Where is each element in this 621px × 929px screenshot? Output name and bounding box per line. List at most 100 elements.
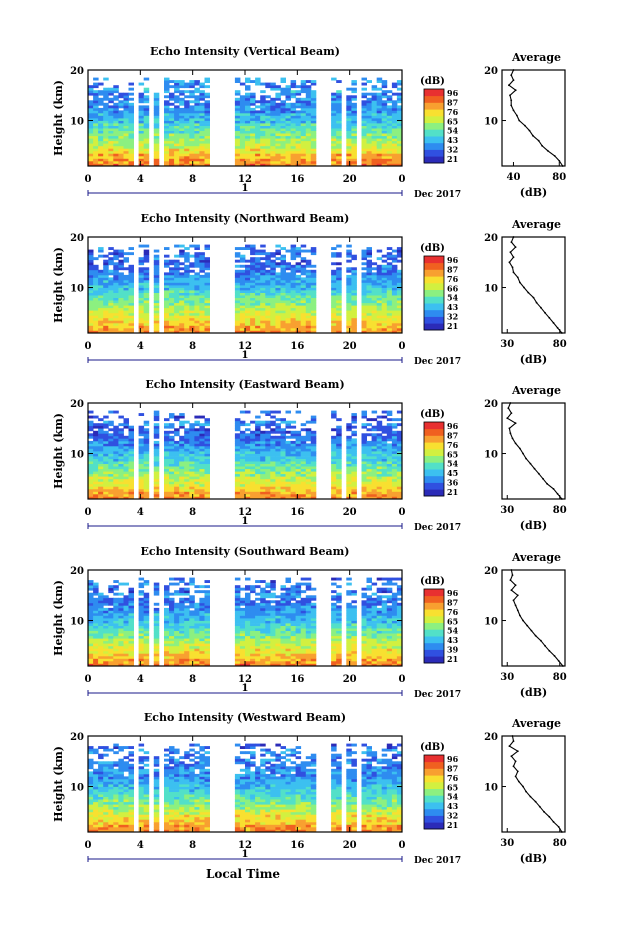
heatmap-cell bbox=[179, 249, 185, 253]
heatmap-cell bbox=[88, 445, 94, 449]
heatmap-cell bbox=[351, 112, 357, 116]
heatmap-cell bbox=[93, 620, 99, 624]
heatmap-cell bbox=[113, 282, 119, 286]
heatmap-cell bbox=[260, 123, 266, 126]
heatmap-cell bbox=[123, 295, 129, 298]
heatmap-cell bbox=[143, 110, 150, 114]
heatmap-cell bbox=[270, 325, 276, 329]
heatmap-cell bbox=[361, 130, 367, 134]
heatmap-cell bbox=[255, 282, 261, 286]
heatmap-cell bbox=[93, 257, 99, 261]
heatmap-cell bbox=[123, 112, 129, 116]
heatmap-cell bbox=[239, 488, 246, 492]
heatmap-cell bbox=[331, 327, 337, 331]
heatmap-cell bbox=[371, 448, 378, 452]
heatmap-cell bbox=[189, 307, 195, 311]
heatmap-cell bbox=[300, 322, 307, 326]
heatmap-cell bbox=[118, 262, 124, 266]
heatmap-cell bbox=[169, 287, 175, 291]
heatmap-cell bbox=[153, 425, 160, 429]
heatmap-cell bbox=[143, 267, 150, 271]
heatmap-cell bbox=[128, 648, 134, 652]
heatmap-cell bbox=[245, 87, 251, 91]
heatmap-cell bbox=[164, 155, 170, 159]
heatmap-cell bbox=[194, 488, 200, 492]
heatmap-cell bbox=[199, 135, 205, 139]
heatmap-cell bbox=[234, 125, 241, 129]
heatmap-cell bbox=[290, 110, 297, 114]
heatmap-cell bbox=[153, 107, 160, 111]
heatmap-cell bbox=[199, 461, 205, 464]
heatmap-cell bbox=[280, 300, 286, 304]
heatmap-cell bbox=[153, 143, 160, 147]
heatmap-cell bbox=[366, 481, 372, 485]
heatmap-cell bbox=[194, 90, 200, 94]
profile-point bbox=[527, 291, 530, 294]
heatmap-cell bbox=[113, 279, 119, 283]
heatmap-cell bbox=[290, 128, 297, 131]
heatmap-cell bbox=[128, 663, 134, 667]
heatmap-cell bbox=[153, 259, 160, 263]
heatmap-cell bbox=[366, 310, 372, 314]
heatmap-cell bbox=[88, 423, 94, 427]
heatmap-cell bbox=[245, 110, 251, 114]
x-tick-label: 20 bbox=[343, 174, 357, 185]
heatmap-cell bbox=[310, 140, 317, 144]
heatmap-cell bbox=[199, 269, 205, 273]
heatmap-cell bbox=[108, 658, 114, 662]
heatmap-cell bbox=[179, 425, 185, 429]
heatmap-cell bbox=[300, 155, 307, 159]
heatmap-cell bbox=[138, 322, 145, 326]
heatmap-cell bbox=[351, 128, 357, 131]
heatmap-cell bbox=[376, 257, 383, 261]
heatmap-cell bbox=[351, 445, 357, 449]
heatmap-cell bbox=[255, 440, 261, 444]
heatmap-cell bbox=[153, 312, 160, 316]
heatmap-cell bbox=[285, 143, 291, 147]
heatmap-cell bbox=[93, 163, 99, 167]
heatmap-cell bbox=[174, 300, 180, 304]
heatmap-cell bbox=[123, 307, 129, 311]
heatmap-cell bbox=[265, 158, 271, 162]
heatmap-cell bbox=[164, 317, 170, 321]
profile-y-tick-label: 20 bbox=[484, 233, 498, 244]
heatmap-cell bbox=[98, 428, 104, 432]
heatmap-cell bbox=[234, 327, 241, 331]
heatmap-cell bbox=[123, 615, 129, 619]
heatmap-cell bbox=[164, 305, 170, 309]
heatmap-cell bbox=[305, 130, 312, 134]
heatmap-cell bbox=[386, 97, 393, 101]
heatmap-cell bbox=[128, 610, 134, 614]
heatmap-cell bbox=[265, 135, 271, 139]
heatmap-cell bbox=[305, 451, 312, 454]
profile-x-tick-label: 30 bbox=[500, 339, 514, 350]
heatmap-cell bbox=[88, 110, 94, 114]
heatmap-cell bbox=[305, 483, 312, 487]
x-tick-label: 16 bbox=[290, 174, 304, 185]
heatmap-cell bbox=[376, 290, 383, 293]
heatmap-cell bbox=[164, 115, 170, 119]
heatmap-cell bbox=[174, 481, 180, 485]
heatmap-cell bbox=[295, 488, 302, 492]
heatmap-cell bbox=[103, 493, 109, 497]
heatmap-cell bbox=[300, 87, 307, 91]
heatmap-cell bbox=[113, 468, 119, 472]
heatmap-cell bbox=[290, 130, 297, 134]
heatmap-cell bbox=[179, 478, 185, 482]
heatmap-cell bbox=[351, 97, 357, 101]
heatmap-cell bbox=[285, 150, 291, 154]
heatmap-cell bbox=[255, 315, 261, 319]
heatmap-cell bbox=[386, 438, 393, 442]
heatmap-cell bbox=[164, 430, 170, 434]
heatmap-cell bbox=[98, 425, 104, 429]
heatmap-cell bbox=[346, 471, 352, 475]
heatmap-cell bbox=[366, 249, 372, 253]
heatmap-cell bbox=[250, 453, 256, 457]
heatmap-cell bbox=[255, 110, 261, 114]
heatmap-cell bbox=[179, 300, 185, 304]
heatmap-cell bbox=[295, 135, 302, 139]
x-tick-label: 4 bbox=[137, 174, 144, 185]
heatmap-cell bbox=[113, 458, 119, 462]
heatmap-cell bbox=[113, 102, 119, 106]
heatmap-cell bbox=[179, 107, 185, 111]
